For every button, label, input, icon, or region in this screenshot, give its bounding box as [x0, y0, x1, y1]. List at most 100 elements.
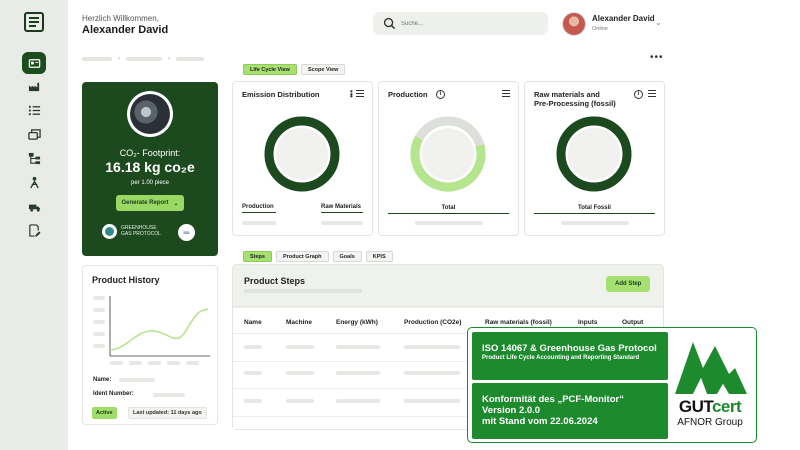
certificate-conformity-block: Konformität des „PCF-Monitor“ Version 2.… [472, 383, 668, 439]
gutcert-brand-b: cert [711, 397, 742, 416]
production-card: Production i Total [378, 81, 519, 236]
production-total-label: Total [441, 205, 456, 211]
view-tabs: Life Cycle View Scope View [243, 64, 346, 75]
globe-icon [102, 224, 117, 239]
add-step-button[interactable]: Add Step [606, 276, 651, 292]
truck-icon[interactable] [22, 195, 46, 217]
gutcert-brand-a: GUT [678, 397, 713, 416]
column-header-name[interactable]: Name [244, 319, 262, 326]
tab-kpis[interactable]: KPIS [365, 251, 393, 262]
certificate-line2: Version 2.0.0 [482, 405, 541, 416]
product-steps-title: Product Steps [244, 276, 306, 286]
breadcrumb-placeholder[interactable] [126, 57, 162, 61]
hierarchy-icon[interactable] [22, 147, 46, 169]
emission-underline-raw [321, 212, 363, 214]
tab-life-cycle-view[interactable]: Life Cycle View [243, 64, 297, 75]
emission-distribution-title: Emission Distribution [242, 90, 320, 99]
raw-materials-title-line1: Raw materials and [534, 90, 600, 99]
ghg-logo-line2: GAS PROTOCOL [121, 230, 161, 237]
product-name-label: Name: [93, 377, 112, 383]
raw-materials-donut-chart [556, 116, 632, 192]
more-options-icon[interactable]: ••• [650, 52, 664, 63]
raw-materials-total-label: Total Fossil [578, 205, 611, 211]
profile-name[interactable]: Alexander David [592, 14, 655, 23]
emission-donut-chart [264, 116, 340, 192]
document-list-icon[interactable] [24, 12, 44, 32]
product-history-card: Product History Name: Ident Number: Acti… [82, 265, 218, 425]
product-name-placeholder [119, 378, 155, 382]
raw-materials-title-line2: Pre-Processing (fossil) [534, 99, 616, 108]
menu-icon[interactable] [502, 90, 510, 98]
emission-distribution-card: Emission Distribution • • • Production Raw… [232, 81, 373, 236]
menu-icon[interactable] [648, 90, 656, 98]
product-history-title: Product History [92, 275, 160, 285]
tab-goals[interactable]: Goals [332, 251, 362, 262]
table-row-divider [233, 388, 663, 389]
emission-value-placeholder [242, 221, 276, 225]
tab-product-graph[interactable]: Product Graph [275, 251, 329, 262]
raw-materials-title: Raw materials and Pre-Processing (fossil… [534, 90, 616, 108]
detail-tabs: Steps Product Graph Goals KPIS [243, 251, 393, 262]
table-row-divider [233, 333, 663, 334]
welcome-user-name: Alexander David [82, 24, 169, 36]
edit-document-icon[interactable] [22, 219, 46, 241]
avatar[interactable] [562, 12, 586, 36]
recycle-person-icon[interactable] [22, 171, 46, 193]
column-header-output[interactable]: Output [622, 319, 644, 326]
checklist-icon[interactable] [22, 99, 46, 121]
certificate-standard-block: ISO 14067 & Greenhouse Gas Protocol Prod… [472, 332, 668, 380]
last-updated-badge: Last updated: 11 days ago [128, 407, 207, 419]
generate-report-button[interactable]: Generate Report ⌄ [116, 195, 184, 211]
footprint-per-unit: per 1.00 piece [130, 180, 170, 186]
search-bar[interactable] [373, 12, 548, 35]
search-icon [383, 17, 396, 30]
certificate-subheading: Product Life Cycle Accounting and Report… [482, 355, 640, 361]
menu-icon[interactable] [356, 90, 364, 98]
info-icon[interactable]: i [634, 90, 643, 99]
gutcert-brand: GUTcert [667, 397, 753, 417]
gutcert-logo-mark-icon [675, 342, 747, 394]
certificate-line3: mit Stand vom 22.06.2024 [482, 416, 598, 427]
column-header-inputs[interactable]: Inputs [578, 319, 598, 326]
emission-label-raw-materials: Raw Materials [321, 204, 362, 210]
history-series-line [109, 308, 209, 351]
donut-center [276, 128, 328, 180]
afnor-group-label: AFNOR Group [677, 417, 743, 428]
y-tick-placeholders [93, 296, 105, 348]
breadcrumb-placeholder[interactable] [82, 57, 112, 61]
production-title: Production [388, 90, 428, 99]
stacked-boxes-icon[interactable] [22, 123, 46, 145]
ghg-protocol-logo: GREENHOUSE GAS PROTOCOL [102, 224, 161, 239]
production-value-placeholder [415, 221, 483, 225]
tab-scope-view[interactable]: Scope View [300, 64, 346, 75]
emission-value-placeholder [321, 221, 363, 225]
ghg-logo-line1: GREENHOUSE [121, 225, 157, 231]
donut-segment [556, 116, 632, 192]
info-icon[interactable]: i [436, 90, 445, 99]
ident-number-label: Ident Number: [93, 391, 134, 397]
certificate-line1: Konformität des „PCF-Monitor“ [482, 394, 624, 405]
id-card-icon[interactable] [22, 52, 46, 74]
column-header-production[interactable]: Production (CO2e) [404, 319, 462, 326]
factory-icon[interactable] [22, 75, 46, 97]
x-tick-placeholders [110, 361, 199, 365]
production-donut-chart [410, 116, 486, 192]
status-badge: Active [92, 407, 117, 419]
column-header-machine[interactable]: Machine [286, 319, 313, 326]
raw-materials-underline [534, 213, 655, 215]
welcome-text: Herzlich Willkommen, [82, 14, 159, 23]
ident-number-placeholder [153, 393, 185, 397]
emission-label-production: Production [242, 204, 274, 210]
chevron-down-icon[interactable]: ⌄ [655, 18, 662, 27]
raw-materials-value-placeholder [561, 221, 629, 225]
tab-steps[interactable]: Steps [243, 251, 272, 262]
emission-underline-production [242, 212, 276, 214]
kebab-menu-icon[interactable]: • • • [350, 87, 353, 101]
breadcrumb-placeholder [176, 57, 204, 61]
search-input[interactable] [401, 16, 536, 31]
table-row-divider [233, 361, 663, 362]
history-line-chart [93, 296, 210, 365]
column-header-energy[interactable]: Energy (kWh) [336, 319, 378, 326]
column-header-raw-materials[interactable]: Raw materials (fossil) [485, 319, 552, 326]
donut-center [568, 128, 620, 180]
